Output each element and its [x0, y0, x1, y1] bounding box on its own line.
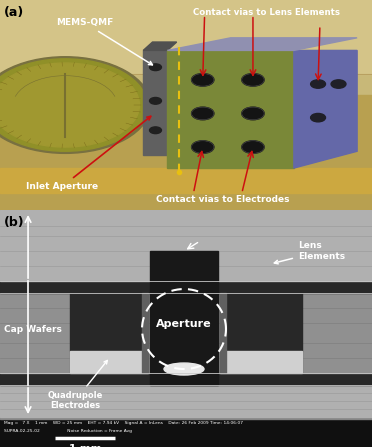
- Text: Quadrupole
Electrodes: Quadrupole Electrodes: [47, 360, 108, 410]
- Bar: [70, 293, 148, 373]
- Bar: [220, 351, 302, 373]
- Bar: [0, 94, 372, 210]
- Circle shape: [150, 97, 161, 104]
- Bar: [150, 251, 218, 281]
- Bar: [167, 51, 294, 168]
- Text: 1 mm: 1 mm: [69, 444, 101, 447]
- Circle shape: [311, 114, 326, 122]
- Circle shape: [242, 107, 264, 120]
- Text: (b): (b): [4, 216, 25, 229]
- Bar: [150, 281, 218, 385]
- Text: Cap Wafers: Cap Wafers: [4, 325, 62, 333]
- Circle shape: [192, 107, 214, 120]
- Text: Contact vias to Electrodes: Contact vias to Electrodes: [156, 195, 290, 204]
- Circle shape: [0, 57, 151, 153]
- Bar: [0, 210, 372, 419]
- Bar: [0, 419, 372, 447]
- Polygon shape: [294, 51, 357, 168]
- Circle shape: [0, 59, 147, 151]
- Circle shape: [311, 80, 326, 88]
- Bar: [0, 293, 372, 373]
- Text: Contact vias to Lens Elements: Contact vias to Lens Elements: [193, 8, 340, 17]
- Text: Inlet Aperture: Inlet Aperture: [26, 116, 151, 191]
- Text: Mag =   7 X    1 mm    WD = 25 mm    EHT = 7.94 kV    Signal A = InLens    Date:: Mag = 7 X 1 mm WD = 25 mm EHT = 7.94 kV …: [4, 421, 243, 425]
- Polygon shape: [143, 42, 177, 51]
- Circle shape: [331, 80, 346, 88]
- Bar: [0, 210, 372, 281]
- Circle shape: [192, 73, 214, 86]
- Bar: [0, 373, 372, 385]
- Polygon shape: [167, 38, 357, 51]
- Bar: [142, 293, 148, 373]
- Circle shape: [192, 141, 214, 153]
- Bar: [0, 168, 372, 193]
- Bar: [143, 51, 167, 156]
- Bar: [220, 293, 302, 373]
- Bar: [70, 351, 148, 373]
- Circle shape: [242, 73, 264, 86]
- Bar: [220, 293, 226, 373]
- Bar: [0, 385, 372, 417]
- Circle shape: [0, 63, 140, 147]
- Circle shape: [242, 141, 264, 153]
- Circle shape: [150, 127, 161, 134]
- Bar: [0, 281, 372, 293]
- Text: SUPRA-02-25-02                    Noise Reduction = Frame Avg: SUPRA-02-25-02 Noise Reduction = Frame A…: [4, 429, 132, 433]
- Text: MEMS-QMF: MEMS-QMF: [56, 18, 153, 65]
- Circle shape: [150, 64, 161, 71]
- Text: Lens
Elements: Lens Elements: [274, 241, 345, 264]
- Bar: [0, 0, 372, 73]
- Ellipse shape: [164, 363, 204, 375]
- Text: (a): (a): [4, 6, 24, 19]
- Bar: [0, 0, 372, 94]
- Text: Aperture: Aperture: [156, 319, 212, 329]
